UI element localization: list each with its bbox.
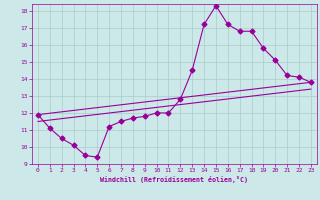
X-axis label: Windchill (Refroidissement éolien,°C): Windchill (Refroidissement éolien,°C) (100, 176, 248, 183)
